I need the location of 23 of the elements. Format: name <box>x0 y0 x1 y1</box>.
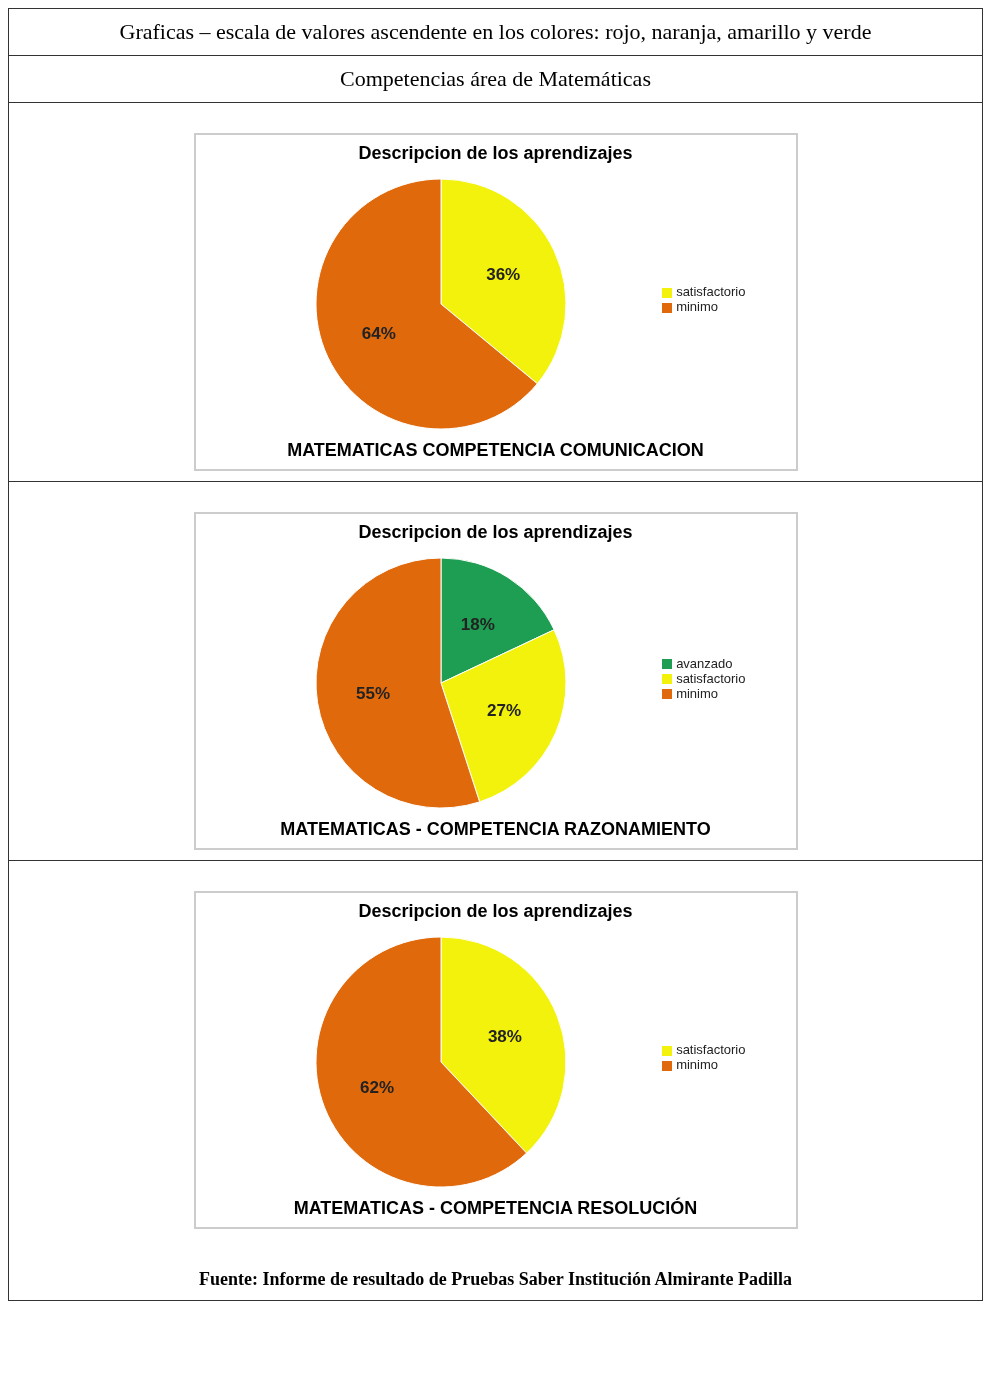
legend-label: satisfactorio <box>676 670 746 686</box>
data-label: 55% <box>355 684 390 704</box>
text: Competencias área de Matemáticas <box>9 56 982 103</box>
text: Graficas – escala de valores ascendente en los colores: rojo, naranja, amarillo y verde <box>9 9 982 56</box>
chart-title: Descripcion de los aprendizajes <box>357 522 634 543</box>
legend-label: satisfactorio <box>676 284 746 299</box>
legend-label: minimo <box>676 1057 719 1072</box>
text: MATEMATICAS - COMPETENCIA RESOLUCIÓN <box>292 1198 699 1219</box>
legend-label: avanzado <box>676 655 733 671</box>
chart-title: Descripcion de los aprendizajes <box>357 901 634 922</box>
data-label: 27% <box>486 700 521 720</box>
legend-label: minimo <box>676 685 719 701</box>
data-label: 36% <box>485 265 520 285</box>
data-label: 18% <box>460 615 495 635</box>
text: MATEMATICAS - COMPETENCIA RAZONAMIENTO <box>279 819 712 840</box>
text: MATEMATICAS COMPETENCIA COMUNICACION <box>286 440 705 461</box>
data-label: 64% <box>361 323 396 343</box>
chart-title: Descripcion de los aprendizajes <box>357 143 634 164</box>
legend-label: minimo <box>676 299 719 314</box>
legend-label: satisfactorio <box>676 1042 746 1057</box>
source-note: Fuente: Informe de resultado de Pruebas Saber Institución Almirante Padilla <box>198 1268 793 1291</box>
data-label: 62% <box>359 1077 394 1097</box>
data-label: 38% <box>487 1027 522 1047</box>
